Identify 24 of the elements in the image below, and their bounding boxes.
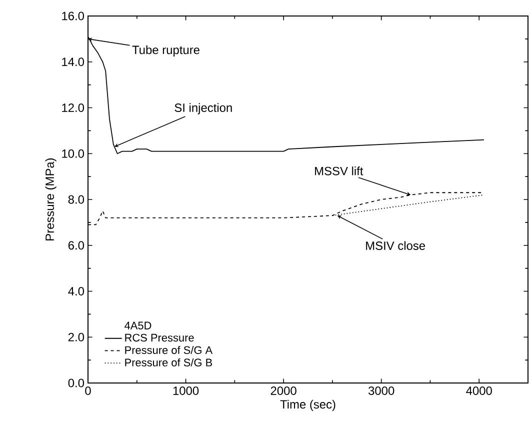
y-tick-label: 10.0 xyxy=(62,149,84,158)
x-tick-label: 2000 xyxy=(270,386,296,395)
y-tick-label: 12.0 xyxy=(62,104,84,112)
x-tick-label: 3000 xyxy=(368,386,394,395)
annotation: SI injection xyxy=(174,103,232,114)
legend-label: Pressure of S/G B xyxy=(125,358,212,366)
annotation: Tube rupture xyxy=(132,45,200,57)
x-axis-title: Time (sec) xyxy=(280,400,336,411)
y-tick-label: 6.0 xyxy=(68,241,84,250)
x-tick-label: 1000 xyxy=(173,386,199,395)
legend-label: Pressure of S/G A xyxy=(125,346,213,354)
y-tick-label: 0.0 xyxy=(68,378,84,388)
legend-title: 4A5D xyxy=(124,322,152,330)
y-tick-label: 14.0 xyxy=(62,58,84,66)
x-tick-label: 4000 xyxy=(466,386,492,395)
y-tick-label: 2.0 xyxy=(68,332,84,342)
annotation: MSIV close xyxy=(366,241,426,250)
y-tick-label: 4.0 xyxy=(68,287,84,296)
x-tick-label: 0 xyxy=(85,386,91,395)
legend-label: RCS Pressure xyxy=(125,334,194,342)
y-tick-label: 8.0 xyxy=(68,195,84,204)
y-axis-title: Pressure (MPa) xyxy=(45,158,56,240)
annotation: MSSV lift xyxy=(315,166,364,176)
y-tick-label: 16.0 xyxy=(62,12,84,20)
